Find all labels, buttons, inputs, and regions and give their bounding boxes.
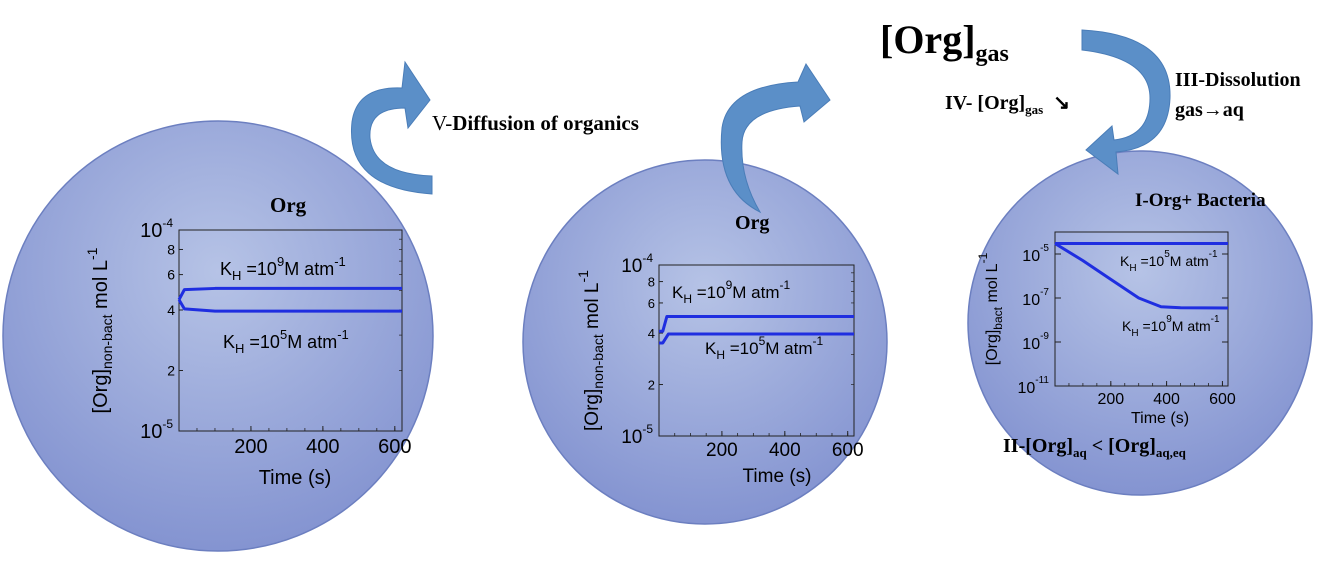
curved-arrow-3 [1081, 29, 1171, 176]
series-line-2 [177, 298, 402, 313]
chart-bact: I-Org+ Bacteria 200 400 600 10-5 10-7 10-9 10-1… [976, 190, 1266, 427]
chart-title: Org [735, 212, 769, 234]
y-axis-label: [Org]non-bact mol L-1 [84, 247, 115, 413]
x-tick-label: 200 [234, 436, 267, 458]
plot-frame [1054, 231, 1229, 387]
x-tick-label: 200 [706, 440, 738, 461]
y-tick-label: 10-4 [621, 251, 653, 277]
plot-frame [178, 229, 403, 432]
gas-label: [Org]gas [880, 17, 1009, 67]
kh-annotation: KH =109M atm-1 [220, 254, 346, 283]
y-minor-label: 2 [167, 362, 175, 378]
kh-annotation: KH =105M atm-1 [705, 334, 823, 362]
curved-arrow-2 [720, 62, 831, 214]
step3-label-line2: gas→aq [1175, 99, 1244, 121]
series-line-1 [659, 314, 854, 333]
step4-label: IV- [Org]gas ↘ [945, 92, 1070, 117]
y-axis-label: [Org]non-bact mol L-1 [575, 270, 606, 431]
step2-label: II-[Org]aq < [Org]aq,eq [1003, 435, 1187, 460]
bubble-medium [522, 159, 888, 525]
y-tick-label: 10-11 [1017, 375, 1049, 397]
series-line-1 [177, 286, 402, 301]
y-tick-label: 10-9 [1022, 331, 1049, 353]
y-axis-label: [Org]bact mol L-1 [976, 252, 1005, 365]
series-line-2 [1054, 242, 1229, 310]
y-minor-label: 2 [648, 378, 655, 393]
x-tick-label: 600 [832, 440, 864, 461]
curved-arrow-1 [350, 60, 433, 195]
x-tick-label: 400 [1153, 391, 1180, 408]
x-axis-label: Time (s) [259, 467, 332, 489]
kh-annotation: KH =105M atm-1 [1120, 249, 1218, 274]
diffusion-label: V-Diffusion of organics [432, 111, 639, 135]
y-tick-label: 10-4 [140, 216, 173, 242]
y-tick-label: 10-5 [621, 422, 653, 448]
chart-non-bact-large: Org 200 400 600 10-4 10-5 8 6 4 2 KH =109M atm-1 KH… [84, 193, 411, 489]
chart-title: I-Org+ Bacteria [1135, 190, 1266, 211]
bubble-large [2, 120, 434, 552]
x-tick-label: 600 [1209, 391, 1236, 408]
x-tick-label: 400 [769, 440, 801, 461]
y-minor-label: 8 [167, 241, 175, 257]
kh-annotation: KH =105M atm-1 [223, 327, 349, 356]
chart-non-bact-medium: Org 200 400 600 10-4 10-5 8 6 4 2 KH =109M atm-1 KH… [575, 212, 864, 487]
y-minor-label: 6 [648, 296, 655, 311]
y-tick-label: 10-5 [140, 417, 173, 443]
kh-annotation: KH =109M atm-1 [1122, 314, 1220, 339]
x-tick-label: 600 [378, 436, 411, 458]
x-tick-label: 400 [306, 436, 339, 458]
x-axis-label: Time (s) [1131, 410, 1189, 427]
y-minor-label: 4 [167, 302, 175, 318]
bubble-small [967, 150, 1313, 496]
y-minor-label: 4 [648, 326, 655, 341]
series-line-2 [659, 332, 854, 345]
chart-title: Org [270, 193, 307, 217]
y-tick-label: 10-7 [1022, 287, 1049, 309]
x-axis-label: Time (s) [743, 466, 812, 487]
y-tick-label: 10-5 [1022, 243, 1049, 265]
kh-annotation: KH =109M atm-1 [672, 278, 790, 306]
plot-frame [658, 264, 855, 437]
step3-label-line1: III-Dissolution [1175, 69, 1301, 91]
y-minor-label: 8 [648, 275, 655, 290]
x-tick-label: 200 [1097, 391, 1124, 408]
y-minor-label: 6 [167, 267, 175, 283]
